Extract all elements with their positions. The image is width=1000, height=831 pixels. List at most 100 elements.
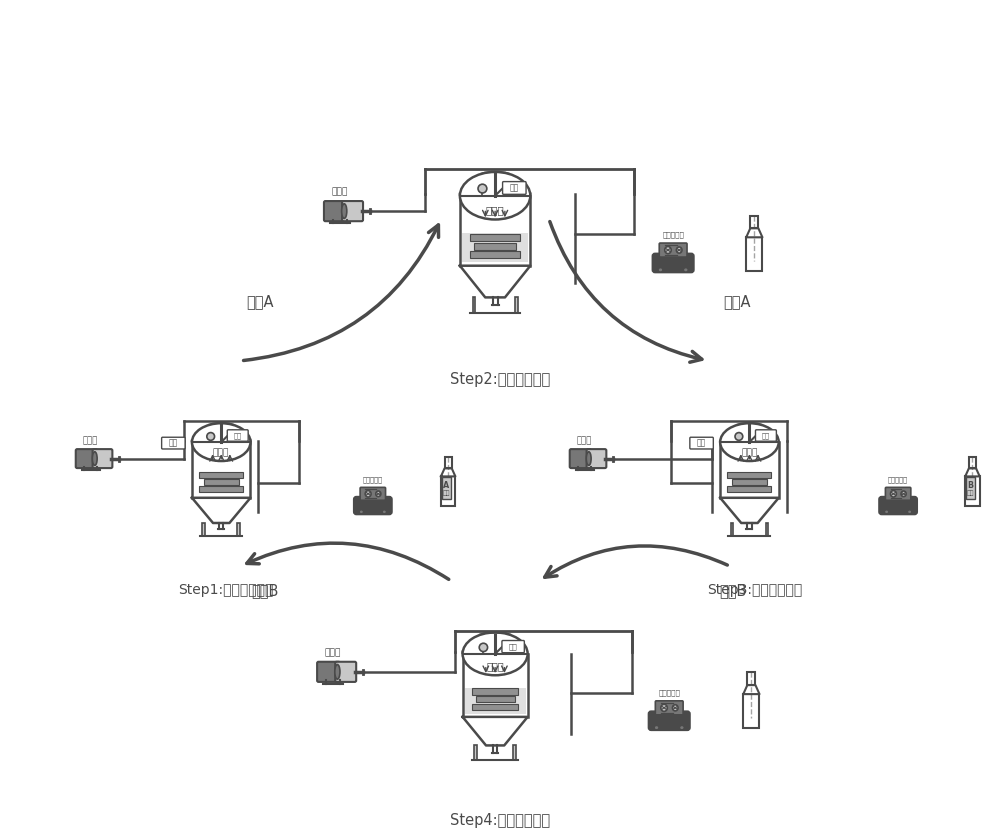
Bar [199, 486, 243, 492]
Ellipse shape [382, 510, 386, 514]
Ellipse shape [376, 491, 381, 497]
Bar [472, 704, 518, 711]
Ellipse shape [359, 510, 363, 514]
Bar [462, 225, 528, 265]
Ellipse shape [665, 247, 671, 253]
Ellipse shape [335, 665, 340, 679]
Ellipse shape [342, 204, 347, 219]
Bar [720, 442, 779, 498]
Ellipse shape [192, 423, 250, 461]
Bar [727, 486, 771, 492]
Text: 放液A: 放液A [723, 295, 750, 310]
FancyBboxPatch shape [570, 449, 591, 468]
Text: 药剂: 药剂 [967, 490, 974, 496]
FancyBboxPatch shape [335, 661, 356, 682]
FancyBboxPatch shape [93, 449, 112, 468]
Text: 空气压缩机: 空气压缩机 [363, 476, 383, 483]
Text: 真空泥: 真空泥 [325, 648, 341, 657]
Bar [442, 489, 454, 505]
Bar [462, 234, 528, 263]
Text: 真空泥: 真空泥 [577, 436, 592, 445]
Text: 进液B: 进液B [719, 583, 746, 598]
Ellipse shape [654, 725, 659, 730]
Bar [460, 196, 530, 266]
Ellipse shape [676, 247, 682, 253]
Ellipse shape [92, 452, 97, 465]
Bar [202, 523, 205, 536]
Text: Step1:负压（呼气）: Step1:负压（呼气） [178, 583, 274, 597]
Bar [732, 479, 767, 484]
Text: 空气: 空气 [169, 439, 178, 448]
Polygon shape [441, 469, 455, 476]
Text: Step3:负压（呼气）: Step3:负压（呼气） [707, 583, 802, 597]
Bar [470, 234, 520, 241]
Text: 空气: 空气 [697, 439, 706, 448]
Ellipse shape [478, 184, 487, 193]
Bar [750, 216, 758, 229]
Ellipse shape [683, 268, 688, 272]
Bar [463, 654, 528, 717]
Bar [719, 424, 780, 443]
Ellipse shape [735, 433, 743, 440]
Ellipse shape [463, 632, 528, 676]
Bar [731, 523, 733, 536]
Text: 药剂: 药剂 [443, 490, 450, 496]
Text: 真空泥: 真空泥 [332, 188, 348, 196]
Text: 真空泥: 真空泥 [83, 436, 98, 445]
FancyBboxPatch shape [690, 437, 713, 449]
Bar [969, 457, 976, 469]
Ellipse shape [720, 423, 779, 461]
Text: B: B [968, 481, 974, 490]
Text: 放液B: 放液B [252, 583, 279, 598]
Bar [445, 457, 452, 469]
Bar [473, 297, 475, 313]
FancyBboxPatch shape [653, 253, 694, 273]
Text: 空气: 空气 [762, 432, 770, 439]
Bar [472, 688, 518, 695]
FancyBboxPatch shape [76, 449, 97, 468]
Bar [747, 672, 755, 685]
Bar [237, 523, 240, 536]
Polygon shape [460, 266, 530, 297]
FancyBboxPatch shape [342, 201, 363, 221]
Polygon shape [463, 717, 528, 745]
Text: Step2:正压（吸气）: Step2:正压（吸气） [450, 371, 550, 386]
FancyBboxPatch shape [879, 497, 917, 514]
Ellipse shape [658, 268, 663, 272]
Polygon shape [743, 685, 759, 694]
Text: 空气: 空气 [509, 643, 518, 650]
Text: A: A [443, 481, 449, 490]
Ellipse shape [207, 433, 215, 440]
Ellipse shape [672, 705, 678, 711]
Bar [465, 687, 526, 714]
Bar [766, 523, 768, 536]
Ellipse shape [680, 725, 684, 730]
Bar [441, 476, 455, 506]
FancyBboxPatch shape [360, 487, 386, 500]
Bar [199, 472, 243, 478]
FancyBboxPatch shape [587, 449, 606, 468]
Ellipse shape [907, 510, 912, 514]
Bar [474, 243, 516, 250]
Ellipse shape [365, 490, 371, 497]
FancyBboxPatch shape [502, 641, 524, 652]
Polygon shape [965, 469, 980, 476]
FancyBboxPatch shape [649, 711, 690, 730]
FancyBboxPatch shape [227, 430, 248, 441]
Bar [474, 745, 477, 760]
Text: 浸渍罐: 浸渍罐 [486, 661, 504, 671]
Text: 进液A: 进液A [247, 295, 274, 310]
Bar [462, 633, 529, 655]
Text: Step4:正压（吸气）: Step4:正压（吸气） [450, 813, 550, 828]
Bar [192, 442, 250, 498]
FancyBboxPatch shape [755, 430, 776, 441]
Text: 浸渍罐: 浸渍罐 [741, 449, 758, 458]
Bar [727, 472, 771, 478]
FancyBboxPatch shape [354, 497, 392, 514]
Polygon shape [746, 229, 762, 238]
Text: 空气压缩机: 空气压缩机 [658, 689, 680, 696]
Text: 浸渍罐: 浸渍罐 [213, 449, 229, 458]
Bar [476, 696, 515, 702]
Polygon shape [192, 498, 250, 523]
Text: 空气压缩机: 空气压缩机 [888, 476, 908, 483]
